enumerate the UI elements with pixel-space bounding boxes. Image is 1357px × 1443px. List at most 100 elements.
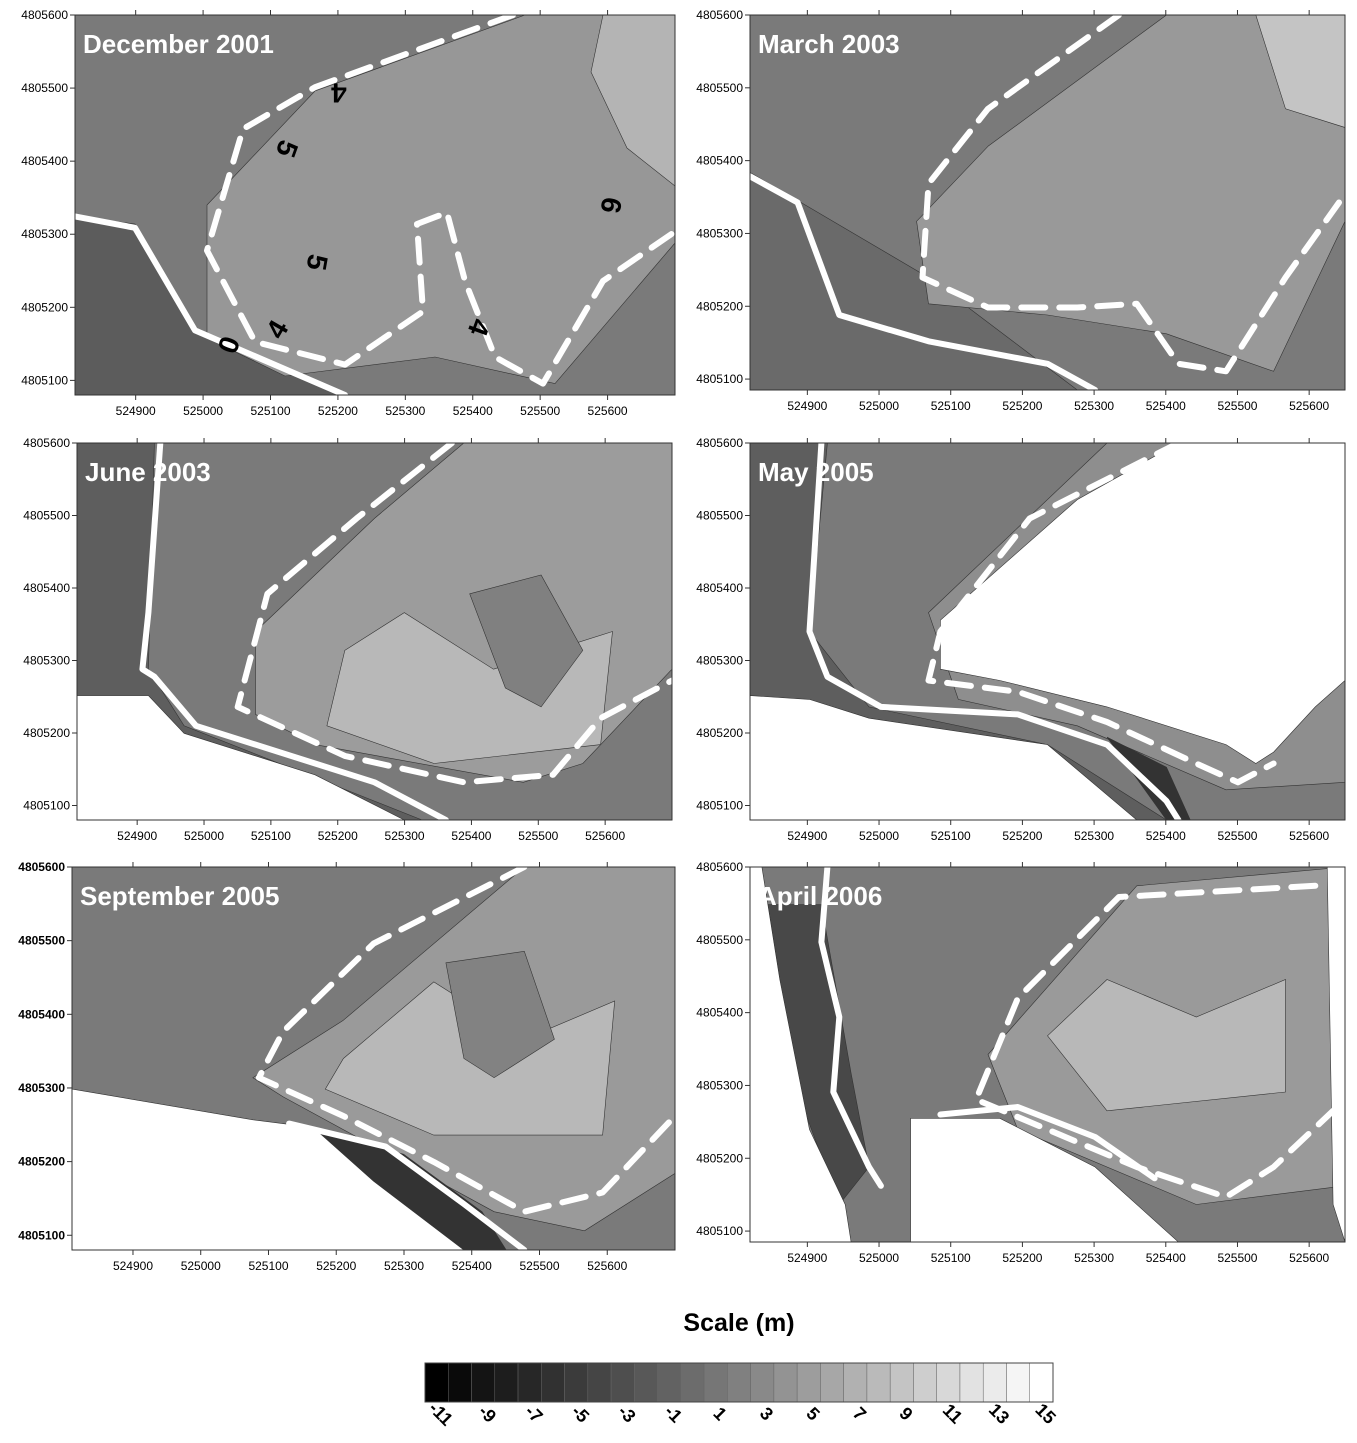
y-tick-label: 4805200 (21, 300, 68, 314)
y-tick-label: 4805600 (21, 8, 68, 22)
x-tick-label: 525500 (519, 1259, 559, 1273)
scale-cell (588, 1363, 611, 1402)
x-tick-label: 525600 (587, 1259, 627, 1273)
x-tick-label: 525500 (520, 404, 560, 418)
x-tick-label: 525000 (183, 404, 223, 418)
scale-cell (681, 1363, 704, 1402)
scale-tick-label: 5 (802, 1403, 823, 1424)
x-tick-label: 525000 (859, 829, 899, 843)
scale-cell (425, 1363, 448, 1402)
y-tick-label: 4805300 (696, 1078, 743, 1092)
scale-cell (565, 1363, 588, 1402)
scale-tick-label: 3 (756, 1403, 777, 1424)
y-tick-label: 4805600 (23, 436, 70, 450)
x-tick-label: 525600 (1289, 1251, 1329, 1265)
scale-cell (472, 1363, 495, 1402)
x-tick-label: 525100 (248, 1259, 288, 1273)
scale-cell (448, 1363, 471, 1402)
scale-cell (1030, 1363, 1053, 1402)
x-tick-label: 524900 (113, 1259, 153, 1273)
panel-title: December 2001 (83, 29, 274, 59)
map-panel: 5249005250005251005252005253005254005255… (696, 8, 1345, 413)
scale-tick-label: -3 (614, 1401, 639, 1426)
x-tick-label: 525400 (451, 829, 491, 843)
x-tick-label: 525600 (585, 829, 625, 843)
y-tick-label: 4805200 (696, 1151, 743, 1165)
y-tick-label: 4805200 (18, 1155, 65, 1169)
panel-title: June 2003 (85, 457, 211, 487)
x-tick-label: 525500 (518, 829, 558, 843)
x-tick-label: 524900 (116, 404, 156, 418)
x-tick-label: 525300 (385, 829, 425, 843)
x-tick-label: 525100 (250, 404, 290, 418)
x-tick-label: 525100 (251, 829, 291, 843)
x-tick-label: 525300 (1074, 399, 1114, 413)
x-tick-label: 525000 (184, 829, 224, 843)
x-tick-label: 525400 (1146, 829, 1186, 843)
x-tick-label: 524900 (117, 829, 157, 843)
scale-tick-label: 7 (849, 1403, 870, 1424)
y-tick-label: 4805400 (696, 581, 743, 595)
x-tick-label: 525300 (1074, 1251, 1114, 1265)
scale-cell (774, 1363, 797, 1402)
x-tick-label: 525400 (1146, 399, 1186, 413)
y-tick-label: 4805100 (696, 1224, 743, 1238)
x-tick-label: 525500 (1217, 399, 1257, 413)
x-tick-label: 525400 (452, 1259, 492, 1273)
x-tick-label: 525000 (859, 399, 899, 413)
x-tick-label: 524900 (787, 1251, 827, 1265)
scale-tick-label: 11 (939, 1400, 967, 1428)
scale-cell (634, 1363, 657, 1402)
y-tick-label: 4805600 (18, 860, 65, 874)
y-tick-label: 4805400 (23, 581, 70, 595)
x-tick-label: 525600 (1289, 399, 1329, 413)
y-tick-label: 4805400 (696, 154, 743, 168)
scale-cell (611, 1363, 634, 1402)
panel-title: September 2005 (80, 881, 279, 911)
y-tick-label: 4805500 (696, 933, 743, 947)
x-tick-label: 525600 (588, 404, 628, 418)
scale-cell (704, 1363, 727, 1402)
x-tick-label: 525500 (1217, 829, 1257, 843)
y-tick-label: 4805300 (696, 226, 743, 240)
panel-title: March 2003 (758, 29, 900, 59)
x-tick-label: 525200 (316, 1259, 356, 1273)
y-tick-label: 4805200 (23, 726, 70, 740)
x-tick-label: 525400 (1146, 1251, 1186, 1265)
y-tick-label: 4805600 (696, 8, 743, 22)
x-tick-label: 525200 (1002, 1251, 1042, 1265)
scale-cell (495, 1363, 518, 1402)
scale-tick-label: -7 (521, 1401, 546, 1426)
y-tick-label: 4805600 (696, 436, 743, 450)
y-tick-label: 4805100 (696, 372, 743, 386)
y-tick-label: 4805300 (696, 654, 743, 668)
y-tick-label: 4805500 (696, 509, 743, 523)
x-tick-label: 525000 (859, 1251, 899, 1265)
scale-cell (983, 1363, 1006, 1402)
x-tick-label: 525100 (931, 1251, 971, 1265)
scale-cell (867, 1363, 890, 1402)
x-tick-label: 525100 (931, 399, 971, 413)
y-tick-label: 4805100 (23, 799, 70, 813)
map-panel: 5249005250005251005252005253005254005255… (21, 8, 675, 418)
x-tick-label: 525200 (318, 829, 358, 843)
y-tick-label: 4805400 (696, 1006, 743, 1020)
x-tick-label: 525200 (318, 404, 358, 418)
panel-title: April 2006 (758, 881, 882, 911)
y-tick-label: 4805600 (696, 860, 743, 874)
scale-cell (1006, 1363, 1029, 1402)
y-tick-label: 4805200 (696, 299, 743, 313)
scale-cell (797, 1363, 820, 1402)
scale-cell (890, 1363, 913, 1402)
y-tick-label: 4805100 (696, 799, 743, 813)
x-tick-label: 525200 (1002, 829, 1042, 843)
y-tick-label: 4805500 (18, 934, 65, 948)
x-tick-label: 525300 (384, 1259, 424, 1273)
scale-cell (658, 1363, 681, 1402)
scale-cell (541, 1363, 564, 1402)
scale-tick-label: 1 (709, 1403, 730, 1424)
scale-cell (820, 1363, 843, 1402)
scale-tick-label: -5 (568, 1401, 593, 1426)
